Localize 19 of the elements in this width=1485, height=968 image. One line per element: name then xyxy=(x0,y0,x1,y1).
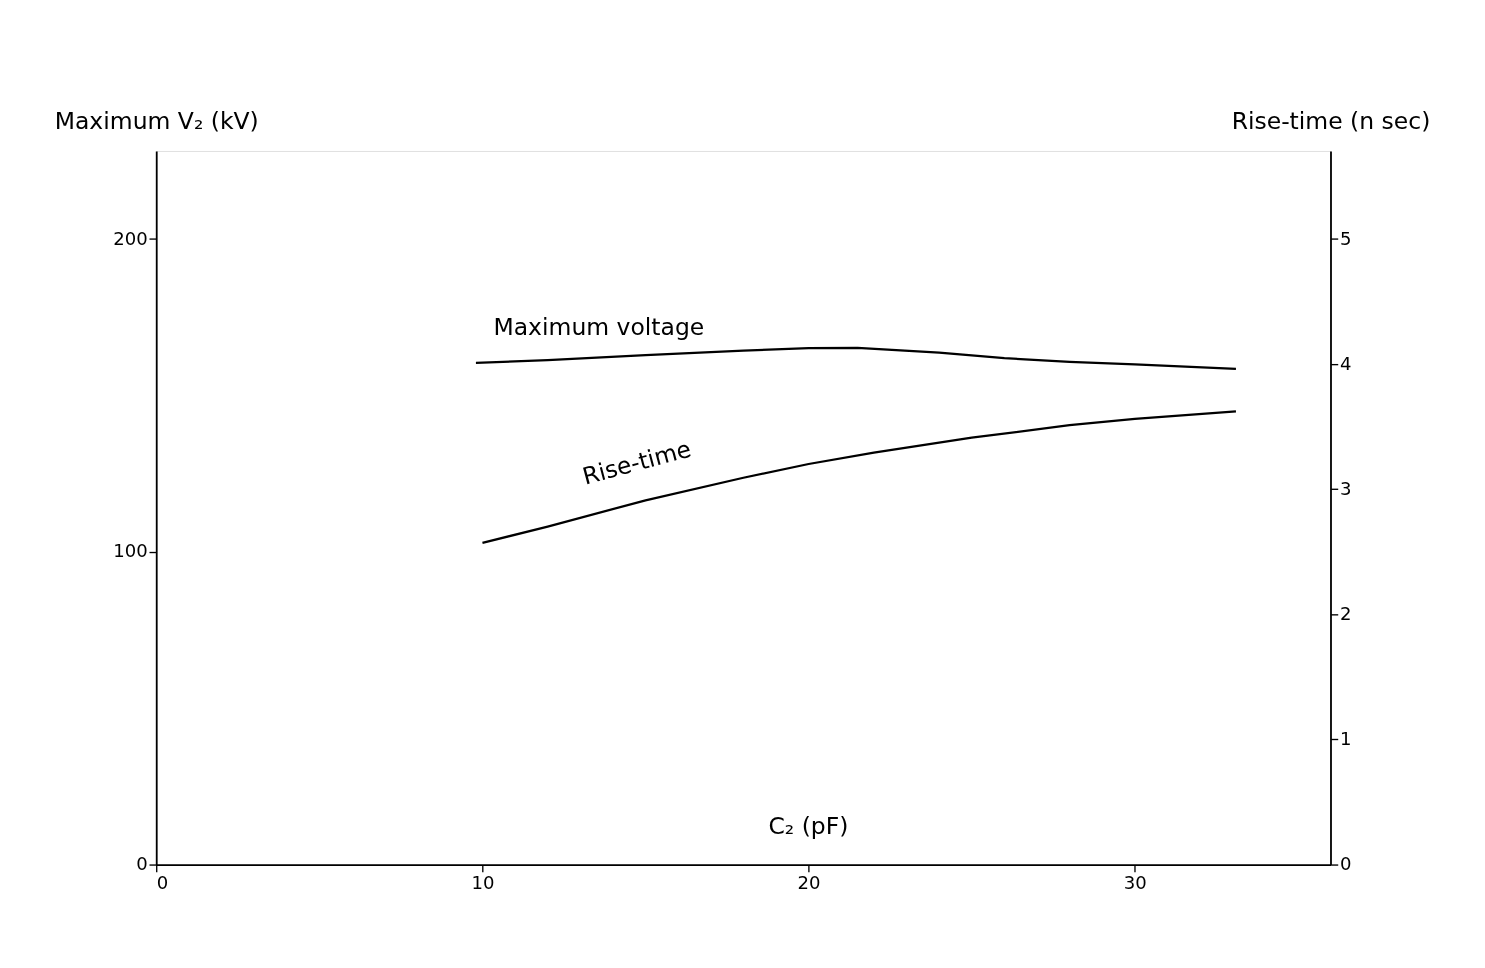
y2-tick-label: 4 xyxy=(1340,352,1352,374)
y2-tick-label: 1 xyxy=(1340,728,1352,750)
line-series xyxy=(481,410,1238,544)
y-tick-label: 0 xyxy=(136,853,148,875)
y-tick-label: 200 xyxy=(113,227,148,249)
x-tick-label: 30 xyxy=(1123,871,1147,893)
x-axis-title: C₂ (pF) xyxy=(768,812,849,841)
y2-tick-label: 0 xyxy=(1340,853,1352,875)
x-tick-label: 20 xyxy=(797,871,821,893)
line-series xyxy=(474,346,1238,370)
y2-axis-title: Rise-time (n sec) xyxy=(1231,106,1431,135)
y2-tick-label: 3 xyxy=(1340,477,1352,499)
y-axis-title: Maximum V₂ (kV) xyxy=(54,106,259,135)
y-tick-label: 100 xyxy=(113,540,148,562)
y2-tick-label: 5 xyxy=(1340,227,1352,249)
x-tick-label: 0 xyxy=(156,871,169,893)
x-tick-label: 10 xyxy=(471,871,495,893)
y2-tick-label: 2 xyxy=(1340,603,1352,625)
series-label: Maximum voltage xyxy=(493,312,705,341)
